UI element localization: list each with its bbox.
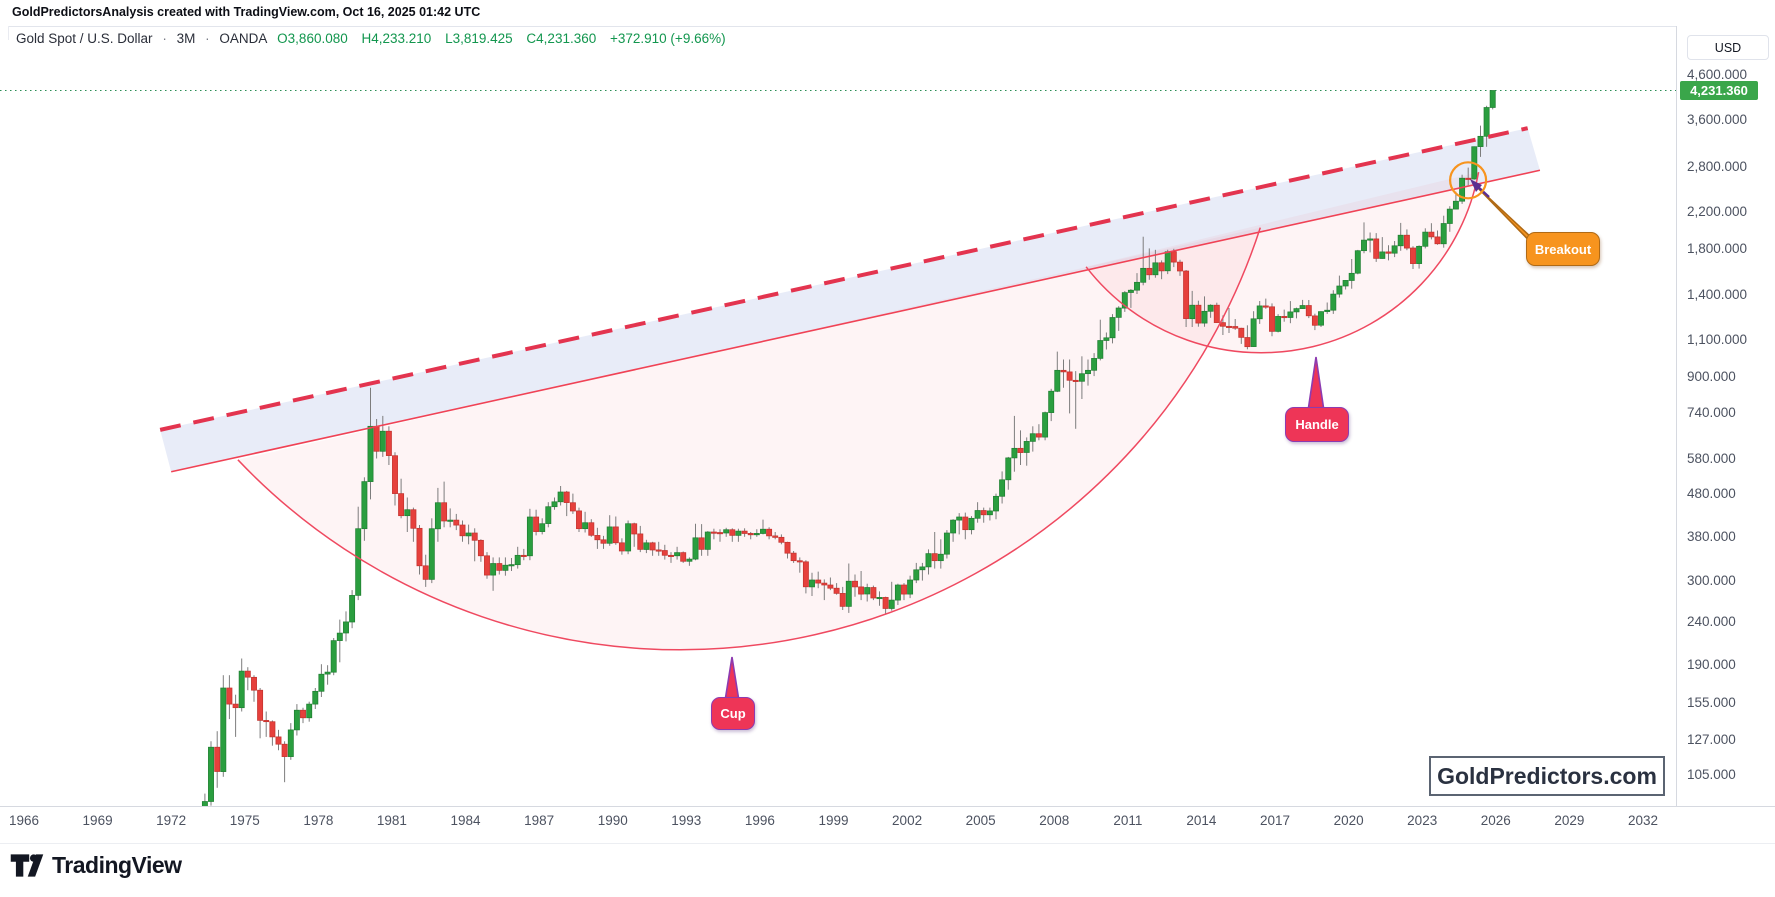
year-tick-label: 1996 [744,813,775,828]
trend-channel-band [160,128,1540,472]
price-tick-label: 480.000 [1687,485,1736,501]
price-tick-label: 1,100.000 [1687,331,1748,347]
price-tick-label: 2,800.000 [1687,158,1748,174]
pane-corner [8,26,9,40]
time-scale[interactable]: 1966 1969 1972 1975 1978 1981 1984 1987 1990 1993… [0,807,1775,843]
tradingview-logo-icon [10,854,44,877]
price-tick-label: 240.000 [1687,613,1736,629]
year-tick-label: 1975 [229,813,260,828]
handle-pattern-label[interactable]: Handle [1285,407,1349,442]
channel-bottom-trendline[interactable] [171,169,1541,473]
tradingview-footer-link[interactable]: TradingView [10,852,182,879]
price-tick-label: 900.000 [1687,369,1736,385]
year-tick-label: 2017 [1259,813,1291,828]
year-tick-label: 2023 [1407,813,1438,828]
channel-top-dashed-trendline[interactable] [159,126,1529,432]
cup-arc[interactable] [237,227,1262,651]
year-tick-label: 2020 [1333,813,1364,828]
price-tick-label: 740.000 [1687,405,1736,421]
widget-bottom-edge [0,843,1775,844]
chart-canvas[interactable] [0,0,1676,845]
cup-label-pointer [724,656,740,702]
breakout-circle[interactable] [1448,161,1488,200]
year-tick-label: 2002 [892,813,923,828]
currency-usd-button[interactable]: USD [1687,35,1769,60]
close-value: C4,231.360 [526,31,597,46]
price-tick-label: 190.000 [1687,657,1736,673]
price-tick-label: 300.000 [1687,572,1736,588]
year-tick-label: 1972 [156,813,187,828]
year-tick-label: 2005 [965,813,996,828]
price-tick-label: 380.000 [1687,528,1736,544]
legend-separator: · [205,31,210,46]
year-tick-label: 2014 [1186,813,1217,828]
high-value: H4,233.210 [361,31,432,46]
year-tick-label: 1990 [597,813,628,828]
last-price-label: 4,231.360 [1680,80,1758,100]
year-tick-label: 2032 [1627,813,1658,828]
price-tick-label: 4,600.000 [1687,67,1748,82]
price-tick-label: 105.000 [1687,767,1736,783]
handle-label-pointer [1307,356,1325,412]
symbol-legend: Gold Spot / U.S. Dollar · 3M · OANDA O3,… [16,31,736,46]
price-scale[interactable]: USD 4,231.360 4,600.000 3,600.000 2,800.00… [1677,26,1775,806]
year-tick-label: 1969 [82,813,113,828]
attribution-note: GoldPredictorsAnalysis created with Trad… [12,5,481,19]
handle-arc[interactable] [1085,171,1480,354]
price-tick-label: 127.000 [1687,731,1736,747]
price-tick-label: 3,600.000 [1687,112,1748,128]
price-tick-label: 2,200.000 [1687,203,1748,219]
low-value: L3,819.425 [445,31,513,46]
cup-fill [237,227,1261,650]
price-axis-separator [1676,26,1677,843]
year-tick-label: 1999 [818,813,849,828]
goldpredictors-watermark: GoldPredictors.com [1429,756,1665,796]
open-value: O3,860.080 [277,31,348,46]
price-tick-label: 1,800.000 [1687,240,1748,256]
candlestick-series [201,90,1496,806]
year-tick-label: 2011 [1113,813,1143,828]
time-axis-separator [0,806,1775,807]
interval-label: 3M [176,31,196,46]
year-tick-label: 1966 [8,813,40,828]
year-tick-label: 2029 [1554,813,1585,828]
year-tick-label: 1984 [450,813,481,828]
year-tick-label: 1987 [524,813,555,828]
year-tick-label: 1981 [376,813,407,828]
year-tick-label: 1993 [671,813,702,828]
tradingview-logo-text: TradingView [52,852,182,878]
year-tick-label: 2026 [1480,813,1511,828]
breakout-callout-label[interactable]: Breakout [1526,232,1600,266]
pane-top-border [8,26,1775,27]
year-tick-label: 2008 [1039,813,1070,828]
price-tick-label: 580.000 [1687,450,1736,466]
breakout-arrowhead [1470,179,1482,192]
price-tick-label: 155.000 [1687,694,1736,710]
chart-pane[interactable] [0,90,1676,820]
year-tick-label: 1978 [303,813,334,828]
change-value: +372.910 (+9.66%) [610,31,726,46]
symbol-title: Gold Spot / U.S. Dollar [16,31,153,46]
legend-separator: · [162,31,167,46]
exchange-label: OANDA [219,31,268,46]
price-tick-label: 1,400.000 [1687,287,1748,303]
cup-pattern-label[interactable]: Cup [711,697,755,730]
